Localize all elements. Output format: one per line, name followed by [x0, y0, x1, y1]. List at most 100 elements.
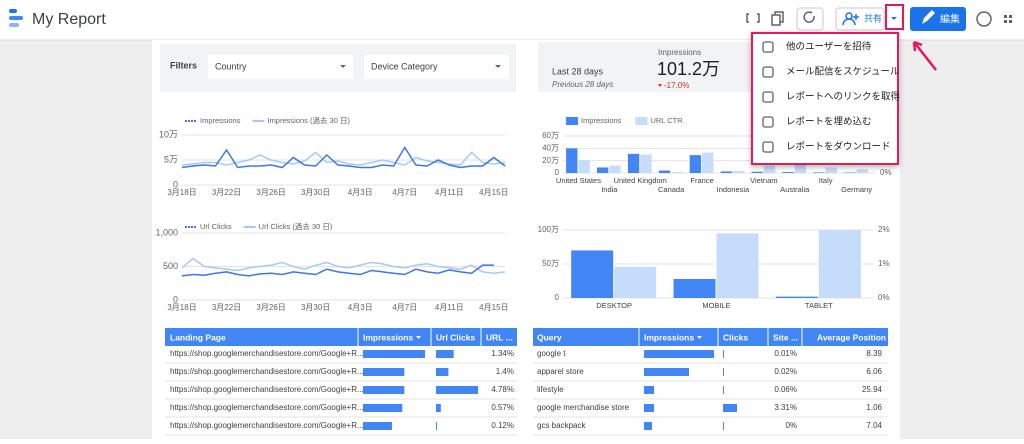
filter-control-label[interactable]: Country — [215, 61, 247, 71]
y-tick-label: 100万 — [538, 225, 559, 234]
y-tick-label: 60万 — [542, 131, 559, 140]
bar — [628, 154, 639, 173]
table-cell: 1.34% — [491, 349, 514, 358]
table-bar — [644, 350, 714, 358]
bar — [690, 155, 701, 173]
legend-label: Url Clicks (過去 30 日) — [259, 221, 333, 231]
x-tick-label: 4月7日 — [392, 303, 417, 312]
table-cell: gcs backpack — [537, 421, 586, 430]
bar — [751, 172, 762, 173]
bar — [717, 233, 759, 298]
legend-swatch — [566, 117, 578, 125]
menu-item[interactable]: レポートを埋め込む — [786, 117, 872, 128]
x-tick-label: United States — [556, 176, 601, 185]
column-header[interactable]: Impressions — [644, 332, 694, 342]
bar — [640, 155, 651, 174]
table-cell: https://shop.googlemerchandisestore.com/… — [170, 403, 364, 412]
x-tick-label: Indonesia — [717, 185, 750, 194]
legend-label: URL CTR — [650, 116, 683, 125]
table-bar — [436, 368, 448, 376]
table-bar — [723, 422, 724, 430]
y-tick-label: 1,000 — [155, 227, 178, 237]
x-tick-label: Germany — [841, 185, 872, 194]
y-tick-label: 50万 — [542, 259, 559, 268]
x-tick-label: TABLET — [805, 301, 833, 310]
x-tick-label: 3月30日 — [301, 303, 330, 312]
legend-label: Impressions — [200, 116, 241, 125]
filter-control-label[interactable]: Device Category — [371, 61, 438, 71]
edit-button-label[interactable]: 編集 — [940, 13, 960, 26]
column-header[interactable]: Query — [537, 332, 562, 342]
x-tick-label: Vietnam — [750, 176, 777, 185]
share-button-label[interactable]: 共有 — [864, 12, 882, 23]
x-tick-label: 3月18日 — [167, 188, 196, 197]
scorecard-compare: Previous 28 days — [552, 80, 613, 89]
bar — [597, 167, 608, 173]
table-cell: https://shop.googlemerchandisestore.com/… — [170, 349, 364, 358]
legend-label: Url Clicks — [200, 222, 232, 231]
table-cell: google merchandise store — [537, 403, 630, 412]
x-tick-label: 3月22日 — [212, 188, 241, 197]
table-cell: 1.06 — [866, 403, 882, 412]
y-tick-label: 20万 — [542, 156, 559, 165]
bar — [614, 267, 656, 298]
x-tick-label: 4月3日 — [348, 303, 373, 312]
table-bar — [644, 404, 654, 412]
scorecard-metric: Impressions — [658, 48, 701, 57]
x-tick-label: 3月26日 — [256, 303, 285, 312]
bar — [776, 297, 818, 298]
table-bar — [644, 386, 654, 394]
table-cell: 3.31% — [774, 403, 797, 412]
table-bar — [723, 386, 724, 394]
x-tick-label: 3月30日 — [301, 188, 330, 197]
bar — [782, 172, 793, 173]
report-title: My Report — [32, 11, 106, 28]
menu-item[interactable]: レポートへのリンクを取得 — [786, 91, 901, 103]
legend-label: Impressions (過去 30 日) — [267, 115, 350, 125]
column-header[interactable]: Average Position — [817, 332, 886, 342]
column-header[interactable]: Clicks — [723, 332, 748, 342]
column-header[interactable]: Site ... — [773, 332, 798, 342]
table-bar — [644, 422, 652, 430]
menu-item[interactable]: 他のユーザーを招待 — [786, 41, 872, 53]
x-tick-label: United Kingdom — [614, 176, 667, 185]
table-bar — [723, 350, 724, 358]
table-cell: 7.04 — [866, 421, 882, 430]
table-bar — [363, 422, 392, 430]
column-header[interactable]: Impressions — [363, 332, 413, 342]
table-cell: lifestyle — [537, 385, 564, 394]
dropdown-menu: 他のユーザーを招待メール配信をスケジュールレポートへのリンクを取得レポートを埋め… — [752, 33, 901, 164]
table-bar — [363, 386, 404, 394]
column-header[interactable]: URL ... — [486, 332, 513, 342]
column-header[interactable]: Landing Page — [170, 332, 226, 342]
column-header[interactable]: Url Clicks — [436, 332, 475, 342]
x-tick-label: Australia — [780, 185, 810, 194]
bar — [857, 169, 868, 173]
y-tick-label: 5万 — [164, 154, 178, 164]
table-bar — [723, 368, 724, 376]
scorecard-value: 101.2万 — [657, 59, 720, 79]
table-cell: https://shop.googlemerchandisestore.com/… — [170, 385, 364, 394]
legend-swatch — [635, 117, 647, 125]
bar — [721, 171, 732, 173]
table-bar — [363, 404, 402, 412]
y2-tick-label: 2% — [878, 225, 890, 234]
y-tick-label: 40万 — [542, 143, 559, 152]
table-bar — [436, 422, 437, 430]
table-cell: 0.01% — [774, 349, 797, 358]
table-cell: https://shop.googlemerchandisestore.com/… — [170, 367, 364, 376]
bar — [733, 171, 744, 173]
x-tick-label: 4月15日 — [479, 188, 508, 197]
menu-item[interactable]: レポートをダウンロード — [786, 141, 891, 153]
menu-item[interactable]: メール配信をスケジュール — [786, 66, 900, 78]
table-cell: 6.06 — [866, 367, 882, 376]
x-tick-label: France — [690, 176, 713, 185]
bar — [813, 172, 824, 173]
table-cell: 25.94 — [862, 385, 883, 394]
legend-label: Impressions — [581, 116, 622, 125]
table-cell: 4.78% — [491, 385, 514, 394]
bar — [826, 167, 837, 173]
y-tick-label: 10万 — [159, 129, 178, 139]
